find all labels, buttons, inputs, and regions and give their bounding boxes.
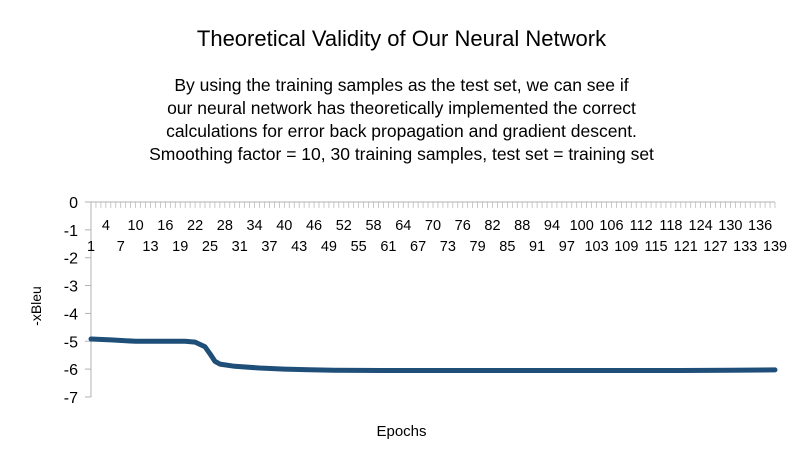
chart-subtitle: By using the training samples as the tes… — [0, 74, 803, 166]
x-tick-label: 88 — [514, 218, 530, 234]
x-tick-label: 49 — [321, 239, 337, 255]
x-tick-label: 133 — [733, 239, 757, 255]
x-tick-label: 16 — [157, 218, 173, 234]
x-tick-label: 73 — [440, 239, 456, 255]
x-tick-label: 136 — [748, 218, 772, 234]
x-axis: 4 10 16 22 28 34 40 46 52 58 64 70 76 82 88 94 100 106 112… — [87, 201, 787, 255]
x-tick-label: 94 — [544, 218, 560, 234]
x-tick-label: 52 — [336, 218, 352, 234]
x-tick-label: 97 — [559, 239, 575, 255]
x-tick-label: 13 — [142, 239, 158, 255]
y-tick-label: -1 — [64, 223, 78, 240]
x-tick-label: 70 — [425, 218, 441, 234]
x-tick-label: 4 — [102, 218, 110, 234]
x-tick-label: 79 — [470, 239, 486, 255]
x-tick-label: 64 — [395, 218, 411, 234]
y-tick-label: -2 — [64, 251, 78, 268]
x-tick-label: 61 — [380, 239, 396, 255]
x-tick-label: 28 — [217, 218, 233, 234]
y-tick-label: 0 — [69, 195, 78, 212]
x-tick-label: 40 — [276, 218, 292, 234]
chart-title: Theoretical Validity of Our Neural Netwo… — [196, 26, 607, 51]
x-tick-label: 106 — [599, 218, 623, 234]
x-tick-label: 55 — [351, 239, 367, 255]
x-tick-label: 112 — [630, 218, 653, 234]
x-tick-label: 43 — [291, 239, 307, 255]
x-tick-label: 22 — [187, 218, 203, 234]
x-tick-label: 37 — [261, 239, 277, 255]
x-tick-label: 82 — [484, 218, 500, 234]
x-tick-label: 85 — [499, 239, 515, 255]
x-tick-label: 115 — [644, 239, 667, 255]
y-tick-label: -4 — [64, 306, 78, 323]
y-tick-label: -7 — [64, 390, 78, 407]
x-tick-label: 121 — [674, 239, 698, 255]
x-axis-label: Epochs — [376, 423, 427, 440]
y-tick-label: -3 — [64, 279, 78, 296]
subtitle-line: Smoothing factor = 10, 30 training sampl… — [149, 144, 654, 164]
y-tick-label: -6 — [64, 362, 78, 379]
x-tick-label: 130 — [718, 218, 742, 234]
x-tick-label: 34 — [246, 218, 262, 234]
x-tick-label: 58 — [365, 218, 381, 234]
subtitle-line: calculations for error back propagation … — [166, 121, 637, 141]
x-tick-label: 10 — [128, 218, 144, 234]
x-tick-label: 118 — [659, 218, 682, 234]
x-tick-label: 25 — [202, 239, 218, 255]
series-layer — [88, 336, 778, 373]
x-tick-label: 91 — [529, 239, 545, 255]
x-tick-label: 76 — [455, 218, 471, 234]
x-tick-label: 124 — [689, 218, 713, 234]
x-tick-label: 46 — [306, 218, 322, 234]
subtitle-line: By using the training samples as the tes… — [174, 75, 629, 95]
x-tick-label: 1 — [87, 239, 95, 255]
x-tick-label: 19 — [172, 239, 188, 255]
y-axis: 0 -1 -2 -3 -4 -5 -6 -7 — [64, 195, 92, 407]
x-tick-label: 103 — [584, 239, 608, 255]
x-tick-label: 31 — [232, 239, 248, 255]
x-tick-label: 139 — [763, 239, 787, 255]
x-tick-label: 7 — [117, 239, 125, 255]
x-tick-label: 67 — [410, 239, 426, 255]
x-tick-label: 100 — [570, 218, 594, 234]
subtitle-line: our neural network has theoretically imp… — [167, 98, 636, 118]
x-tick-label: 109 — [614, 239, 638, 255]
x-tick-label: 127 — [703, 239, 727, 255]
y-tick-label: -5 — [64, 334, 78, 351]
series-line — [88, 336, 778, 373]
